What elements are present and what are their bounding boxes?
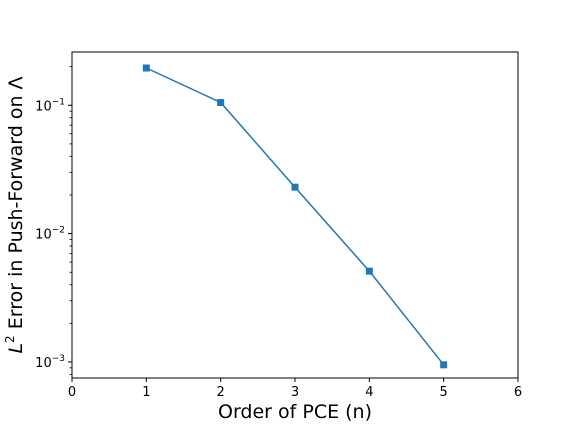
x-tick-label: 5 (440, 385, 448, 400)
y-tick-label: 10−3 (35, 354, 65, 371)
data-series (142, 64, 448, 369)
x-tick-label: 1 (142, 385, 150, 400)
x-axis-label: Order of PCE (n) (218, 401, 372, 423)
y-tick-label: 10−1 (35, 97, 65, 114)
x-ticks: 0 1 2 3 4 5 6 (68, 378, 522, 400)
x-tick-label: 6 (514, 385, 522, 400)
y-tick-label: 10−2 (35, 226, 65, 243)
plot-frame (71, 51, 519, 379)
data-point (217, 99, 225, 107)
x-tick-label: 0 (68, 385, 76, 400)
data-point (142, 64, 150, 72)
data-point (440, 361, 448, 369)
x-tick-label: 3 (291, 385, 299, 400)
y-axis-label-superscript: 2 (3, 335, 17, 343)
data-point (291, 183, 299, 191)
x-tick-label: 2 (217, 385, 225, 400)
data-point (365, 267, 373, 275)
y-axis-label: L2 Error in Push-Forward on Λ (3, 76, 27, 353)
y-axis-label-text: Error in Push-Forward on Λ (5, 76, 27, 335)
y-axis-label-math: L (5, 343, 27, 354)
y-major-ticks: 10−1 10−2 10−3 (35, 97, 72, 371)
plot-background (72, 52, 518, 378)
x-tick-label: 4 (365, 385, 373, 400)
